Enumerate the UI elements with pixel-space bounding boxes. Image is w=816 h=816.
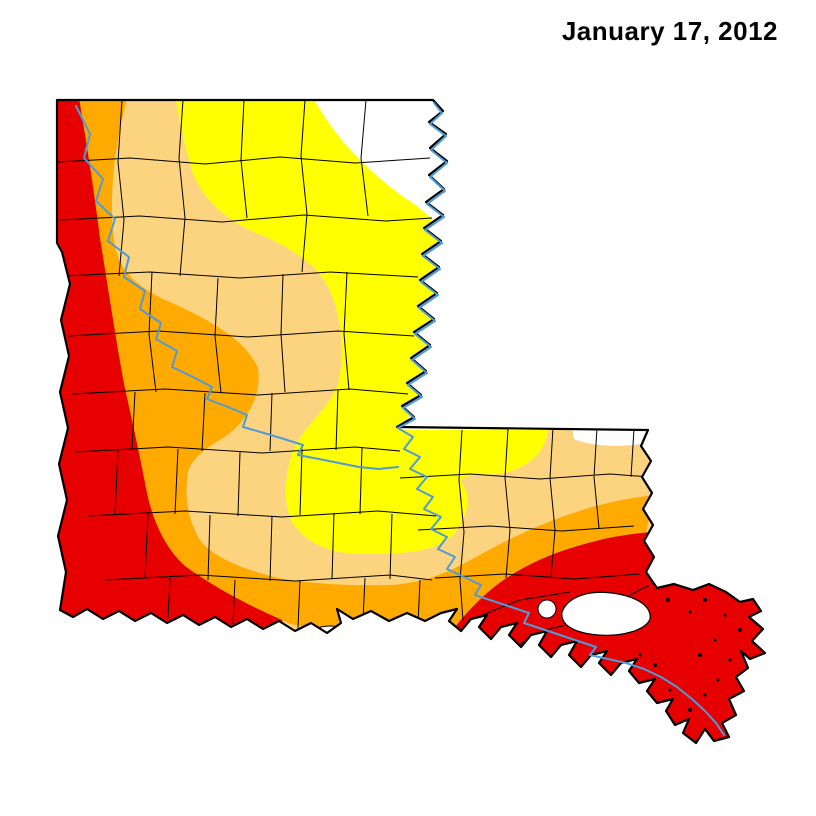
region-d2-severe-drought (78, 100, 654, 666)
mississippi-river-upper (397, 102, 448, 429)
region-no-drought-sliver (572, 427, 652, 446)
mississippi-river-lower (397, 427, 725, 736)
red-river (75, 105, 399, 470)
lake-pontchartrain (561, 591, 651, 636)
region-d3-extreme-drought-west (57, 100, 295, 700)
parish-boundaries (57, 100, 651, 656)
lake-maurepas (537, 599, 557, 619)
region-d0-abnormally-dry (175, 100, 548, 554)
date-label: January 17, 2012 (561, 16, 778, 46)
